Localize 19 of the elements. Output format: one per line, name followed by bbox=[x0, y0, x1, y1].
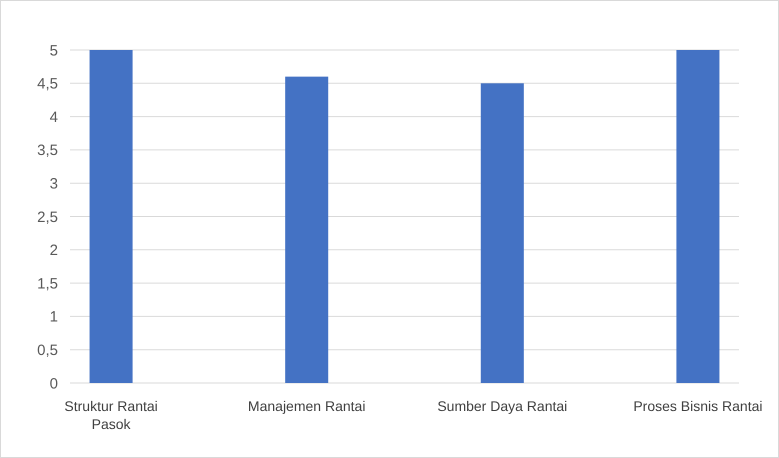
y-tick-label: 5 bbox=[50, 42, 58, 60]
y-tick-label: 2 bbox=[50, 242, 58, 260]
y-tick-label: 3 bbox=[50, 175, 58, 192]
bar bbox=[480, 83, 524, 383]
bar bbox=[285, 76, 328, 383]
y-tick-label: 4,5 bbox=[37, 76, 58, 93]
x-tick-label: Struktur Rantai Pasok bbox=[64, 398, 158, 432]
y-tick-label: 2,5 bbox=[37, 208, 58, 226]
y-tick-label: 3,5 bbox=[37, 142, 58, 160]
y-tick-label: 0 bbox=[50, 375, 58, 392]
y-tick-label: 1,5 bbox=[37, 275, 58, 292]
bar bbox=[90, 50, 133, 383]
y-tick-label: 0,5 bbox=[37, 342, 58, 359]
x-tick-label: Manajemen Rantai bbox=[248, 398, 366, 414]
y-tick-label: 1 bbox=[50, 308, 58, 326]
x-tick-label: Proses Bisnis Rantai bbox=[633, 398, 763, 414]
bar bbox=[676, 50, 720, 383]
y-tick-label: 4 bbox=[50, 108, 58, 126]
x-tick-label: Sumber Daya Rantai bbox=[437, 398, 568, 414]
